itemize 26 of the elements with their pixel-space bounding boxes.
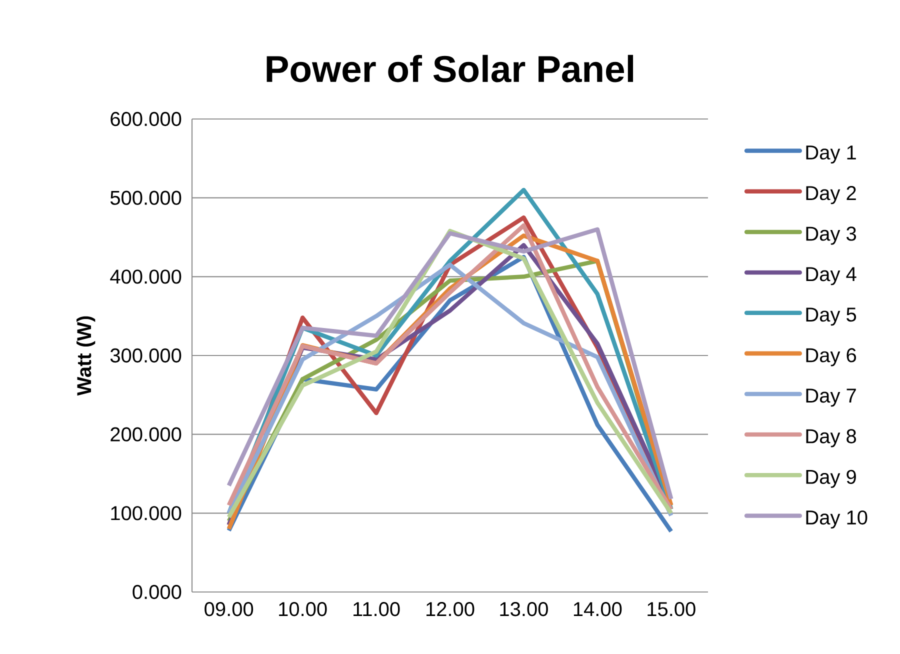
legend-label: Day 7 (806, 388, 856, 407)
legend-label: Day 5 (806, 308, 856, 326)
y-tick-label: 200.000 (110, 427, 182, 442)
chart-title: Power of Solar Panel (266, 54, 634, 82)
y-tick-label: 400.000 (110, 270, 182, 284)
legend-label: Day 3 (806, 226, 856, 245)
y-tick-label: 300.000 (110, 348, 182, 363)
x-tick-label: 13.00 (500, 602, 548, 616)
legend-label: Day 2 (806, 186, 856, 204)
x-tick-label: 09.00 (204, 602, 254, 616)
legend-label: Day 9 (806, 470, 856, 488)
legend-label: Day 10 (806, 510, 868, 529)
legend-label: Day 4 (806, 267, 856, 286)
x-tick-label: 10.00 (279, 602, 327, 616)
y-axis-title: Watt (W) (76, 316, 96, 396)
x-tick-label: 11.00 (354, 602, 400, 616)
x-tick-label: 14.00 (574, 602, 622, 616)
x-tick-label: 15.00 (648, 602, 696, 616)
legend-label: Day 8 (806, 429, 856, 448)
legend-label: Day 1 (806, 146, 856, 164)
y-tick-label: 100.000 (111, 506, 182, 520)
y-tick-label: 0.000 (132, 584, 182, 600)
x-tick-label: 12.00 (426, 602, 474, 616)
y-tick-label: 600.000 (110, 112, 182, 126)
legend-label: Day 6 (806, 348, 856, 366)
y-tick-label: 500.000 (110, 190, 182, 205)
